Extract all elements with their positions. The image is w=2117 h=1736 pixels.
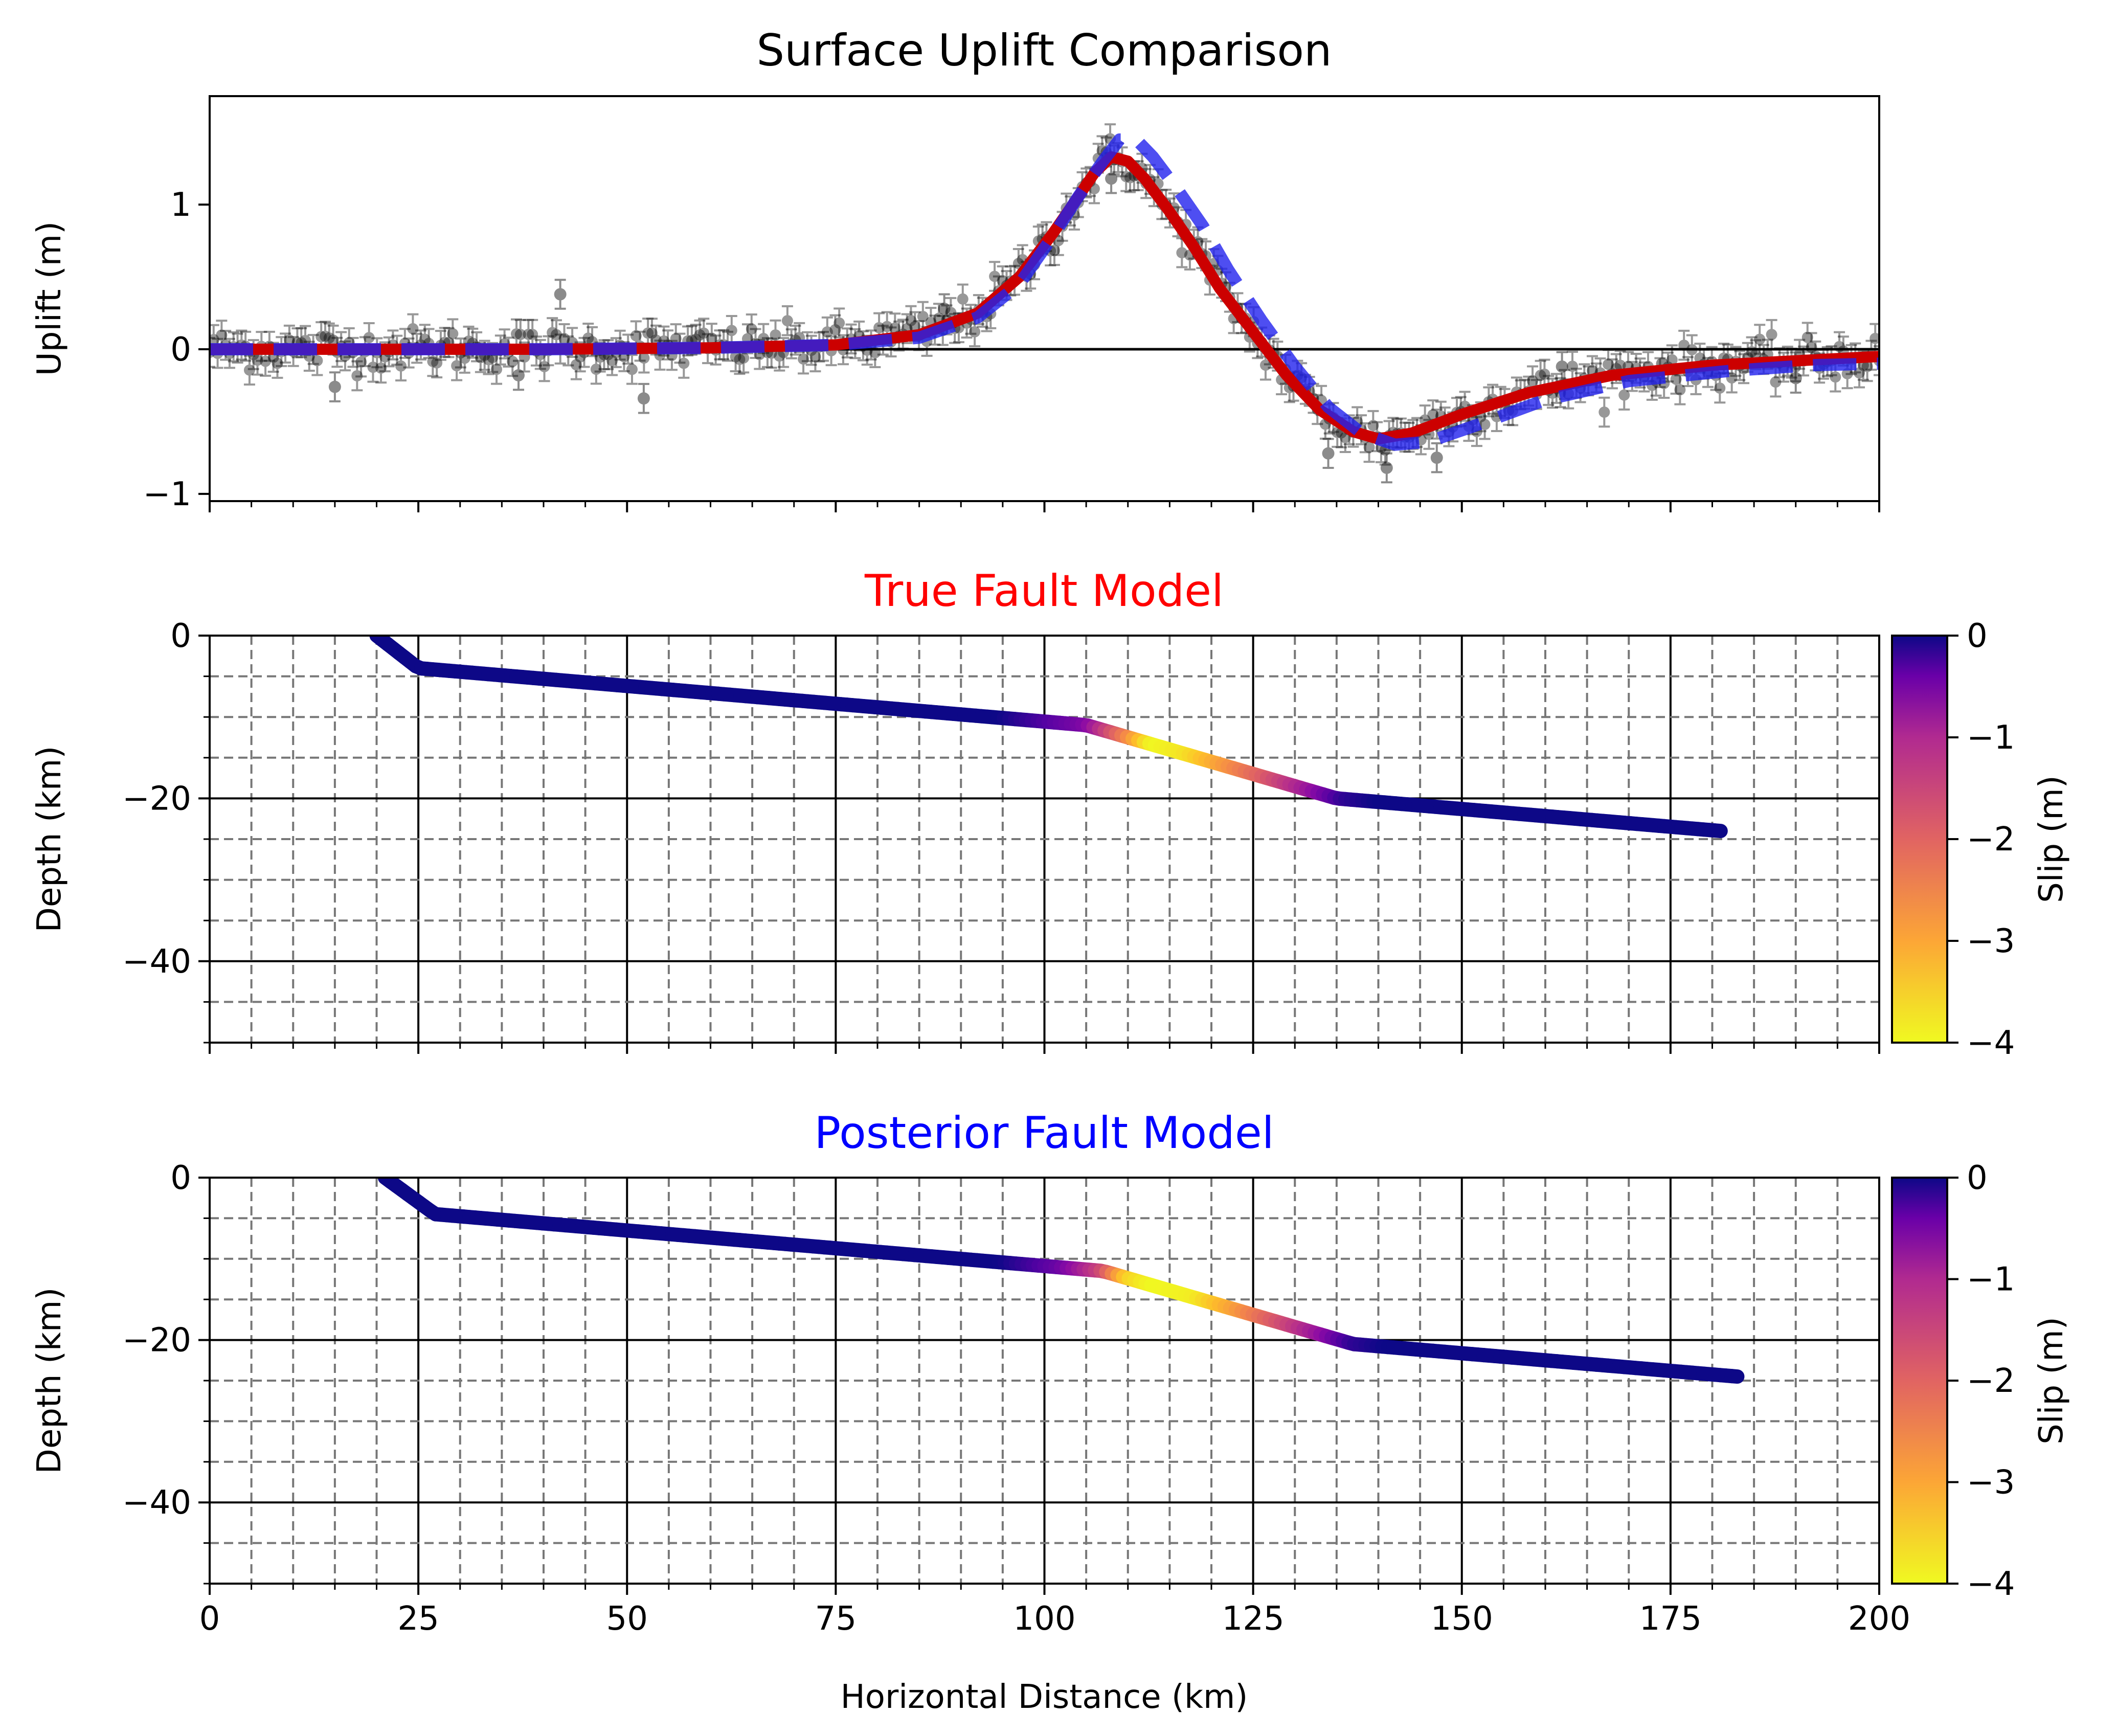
- colorbar-gradient: [1891, 1177, 1948, 1585]
- colorbar: −4 −3 −2 −1 0 Slip (m): [1891, 1159, 2070, 1603]
- colorbar-tick-label: −4: [1967, 1024, 2015, 1062]
- x-ticks: [209, 501, 1880, 512]
- x-tick-label: 0: [199, 1600, 220, 1638]
- y-ticks: −1 0 1: [143, 186, 210, 513]
- observation-point: [554, 279, 567, 310]
- colorbar-tick-label: −3: [1967, 922, 2015, 960]
- y-ticks: −40 −20 0: [122, 617, 210, 1044]
- chart-title: True Fault Model: [864, 566, 1224, 617]
- colorbar: −4 −3 −2 −1 0 Slip (m): [1891, 617, 2070, 1062]
- y-axis-label: Uplift (m): [31, 221, 69, 376]
- fault-segment: [1707, 823, 1728, 839]
- colorbar-tick-label: −1: [1967, 1261, 2015, 1299]
- x-tick-label: 100: [1013, 1600, 1075, 1638]
- true-fault-panel: True Fault Model Depth (km) −40−200 −4−3…: [31, 566, 2070, 1062]
- colorbar-gradient: [1891, 635, 1948, 1044]
- colorbar-tick-label: −4: [1967, 1565, 2015, 1603]
- chart-title: Surface Uplift Comparison: [756, 25, 1332, 76]
- fault-trace: [369, 636, 1728, 839]
- colorbar-tick-label: 0: [1967, 1159, 1988, 1197]
- plot-frame: [209, 635, 1880, 1044]
- fault-trace: [377, 1178, 1745, 1384]
- y-tick-label: −20: [122, 780, 191, 818]
- grid: [210, 1178, 1879, 1584]
- fault-segment: [1724, 1369, 1745, 1384]
- observation-point: [328, 371, 341, 402]
- observation-point: [1598, 396, 1610, 428]
- grid: [210, 636, 1879, 1043]
- observation-point: [1714, 372, 1726, 404]
- y-tick-label: 0: [170, 331, 191, 369]
- observation-point: [637, 382, 650, 414]
- y-tick-label: −40: [122, 943, 191, 981]
- observation-point: [969, 316, 981, 348]
- observation-point: [1430, 442, 1443, 474]
- model-curves: [210, 133, 1879, 451]
- plot-frame: [209, 95, 1880, 502]
- posterior-model-curve: [210, 133, 1879, 451]
- y-tick-label: −20: [122, 1322, 191, 1360]
- colorbar-label: Slip (m): [2033, 1317, 2070, 1444]
- y-tick-label: −40: [122, 1484, 191, 1522]
- observation-point: [243, 354, 255, 386]
- colorbar-tick-label: −1: [1967, 719, 2015, 757]
- plot-frame: [209, 1177, 1880, 1585]
- x-ticks: 0 25 50 75 100 125 150 175 200: [199, 1584, 1910, 1638]
- observation-point: [834, 307, 845, 339]
- observation-point: [829, 314, 841, 346]
- x-tick-label: 175: [1639, 1600, 1702, 1638]
- colorbar-label: Slip (m): [2033, 775, 2070, 903]
- y-tick-label: 0: [170, 1159, 191, 1197]
- colorbar-tick-label: −3: [1967, 1464, 2015, 1502]
- y-ticks: −40 −20 0: [122, 1159, 210, 1585]
- x-tick-label: 25: [397, 1600, 439, 1638]
- x-tick-label: 200: [1848, 1600, 1910, 1638]
- uplift-panel: Surface Uplift Comparison Uplift (m) −1 0…: [31, 25, 1880, 513]
- x-tick-label: 150: [1431, 1600, 1493, 1638]
- colorbar-tick-label: 0: [1967, 617, 1988, 655]
- colorbar-tick-label: −2: [1967, 1362, 2015, 1400]
- observation-point: [512, 359, 525, 391]
- x-tick-label: 50: [606, 1600, 648, 1638]
- colorbar-tick-label: −2: [1967, 821, 2015, 859]
- x-ticks: [209, 1043, 1880, 1054]
- observation-point: [1674, 374, 1686, 405]
- chart-title: Posterior Fault Model: [814, 1108, 1274, 1159]
- x-tick-label: 125: [1222, 1600, 1285, 1638]
- observation-point: [351, 360, 363, 392]
- y-axis-label: Depth (km): [31, 1288, 69, 1474]
- observation-point: [1322, 438, 1335, 469]
- x-tick-label: 75: [815, 1600, 857, 1638]
- x-axis-label: Horizontal Distance (km): [841, 1678, 1248, 1716]
- y-tick-label: 1: [170, 186, 191, 224]
- observation-point: [1556, 351, 1568, 382]
- observation-point: [781, 305, 793, 336]
- observation-point: [1380, 452, 1393, 484]
- posterior-fault-panel: Posterior Fault Model Depth (km) −40−200…: [31, 1108, 2070, 1716]
- observation-point: [1801, 322, 1813, 353]
- y-axis-label: Depth (km): [31, 746, 69, 933]
- y-tick-label: 0: [170, 617, 191, 655]
- observation-point: [626, 354, 638, 385]
- y-tick-label: −1: [143, 476, 191, 513]
- observation-points: [210, 123, 1879, 484]
